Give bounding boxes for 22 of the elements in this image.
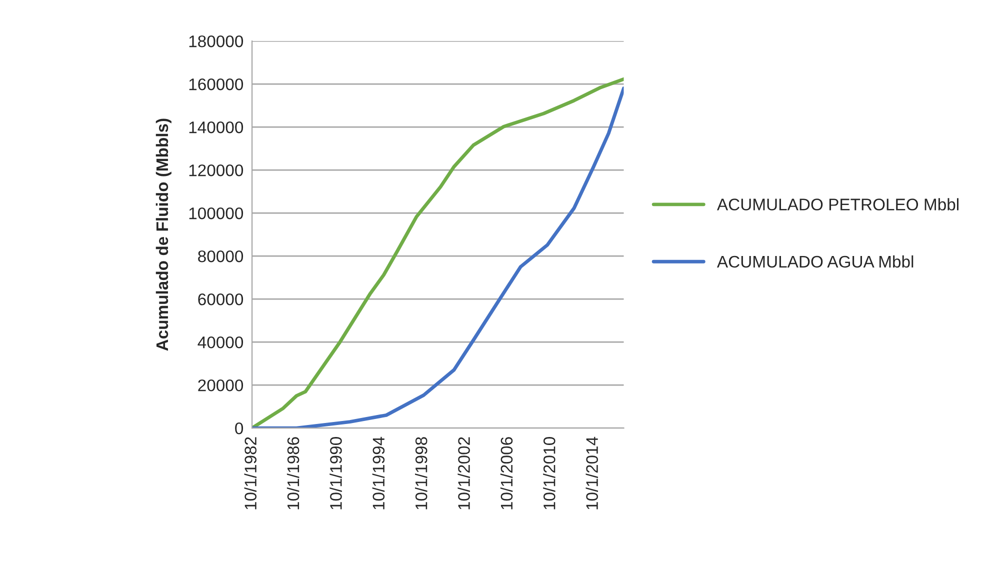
x-tick-label: 10/1/2014: [586, 436, 598, 510]
legend-label: ACUMULADO AGUA Mbbl: [716, 255, 914, 268]
x-tick-label: 10/1/2006: [500, 437, 513, 510]
x-tick-label: 10/1/2010: [543, 437, 556, 510]
y-tick-label: 80000: [198, 250, 244, 262]
x-tick-label: 10/1/1998: [414, 437, 428, 510]
y-tick-label: 40000: [198, 336, 244, 348]
x-tick-label: 10/1/1986: [286, 437, 300, 510]
x-tick-label: 10/1/1994: [372, 436, 385, 510]
y-tick-label: 0: [235, 422, 244, 434]
y-tick-label: 60000: [198, 293, 244, 306]
y-tick-label: 20000: [198, 379, 244, 392]
x-tick-label: 10/1/1990: [330, 437, 342, 510]
y-tick-label: 160000: [189, 78, 244, 90]
y-tick-label: 120000: [189, 164, 244, 176]
legend-label: ACUMULADO PETROLEO Mbbl: [716, 198, 958, 210]
x-tick-label: 10/1/1982: [244, 437, 256, 510]
y-tick-label: 140000: [189, 121, 244, 134]
y-tick-label: 100000: [189, 207, 244, 220]
y-tick-label: 180000: [189, 35, 244, 48]
x-tick-label: 10/1/2002: [458, 437, 470, 510]
y-axis-title: Acumulado de Fluido (Mbbls): [156, 118, 172, 351]
